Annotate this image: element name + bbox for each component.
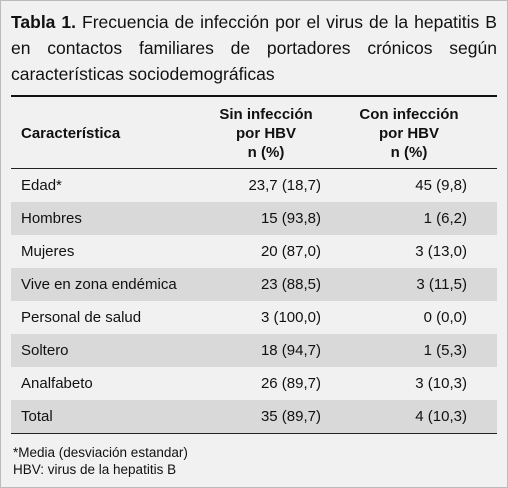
footnotes: *Media (desviación estandar) HBV: virus d…: [11, 444, 497, 478]
table-title: Tabla 1. Frecuencia de infección por el …: [11, 9, 497, 95]
header-line: por HBV: [379, 125, 439, 142]
table-cell: 0 (0,0): [423, 309, 467, 326]
header-line: Característica: [21, 125, 121, 142]
column-header: Con infección por HBV n (%): [321, 96, 497, 169]
table-cell: Total: [21, 408, 53, 425]
table-cell: Personal de salud: [21, 309, 142, 326]
table-row: Soltero 18 (94,7) 1 (5,3): [11, 334, 497, 367]
table-row: Vive en zona endémica 23 (88,5) 3 (11,5): [11, 268, 497, 301]
table-cell: 18 (94,7): [260, 342, 321, 359]
table-cell: 35 (89,7): [260, 408, 321, 425]
table-cell: 23,7 (18,7): [248, 177, 321, 194]
table-cell: 15 (93,8): [260, 210, 321, 227]
table-row: Hombres 15 (93,8) 1 (6,2): [11, 202, 497, 235]
header-row: Característica Sin infección por HBV n (%) C…: [11, 96, 497, 169]
column-header: Sin infección por HBV n (%): [211, 96, 321, 169]
table-row: Edad* 23,7 (18,7) 45 (9,8): [11, 169, 497, 203]
header-line: n (%): [247, 144, 285, 161]
table-cell: 1 (5,3): [423, 342, 467, 359]
table-body: Edad* 23,7 (18,7) 45 (9,8) Hombres 15 (93,8)…: [11, 169, 497, 434]
table-cell: 3 (13,0): [415, 243, 467, 260]
table-cell: 20 (87,0): [260, 243, 321, 260]
table-row: Analfabeto 26 (89,7) 3 (10,3): [11, 367, 497, 400]
table-cell: Analfabeto: [21, 375, 93, 392]
table-cell: 23 (88,5): [260, 276, 321, 293]
table-cell: Vive en zona endémica: [21, 276, 177, 293]
footnote: *Media (desviación estandar): [13, 445, 188, 460]
footnote: HBV: virus de la hepatitis B: [13, 462, 177, 477]
table-cell: 4 (10,3): [415, 408, 467, 425]
title-text: Frecuencia de infección por el virus de …: [11, 12, 497, 84]
header-line: Sin infección: [219, 106, 313, 123]
table-row: Personal de salud 3 (100,0) 0 (0,0): [11, 301, 497, 334]
table-row: Mujeres 20 (87,0) 3 (13,0): [11, 235, 497, 268]
header-line: Con infección: [359, 106, 459, 123]
table-row: Total 35 (89,7) 4 (10,3): [11, 400, 497, 434]
table-cell: Mujeres: [21, 243, 75, 260]
table: Característica Sin infección por HBV n (%) C…: [11, 95, 497, 434]
table-cell: Soltero: [21, 342, 69, 359]
title-label: Tabla 1.: [11, 12, 77, 32]
table-cell: 3 (100,0): [260, 309, 321, 326]
header-line: por HBV: [236, 125, 296, 142]
table-cell: 26 (89,7): [260, 375, 321, 392]
table-cell: 45 (9,8): [415, 177, 467, 194]
table-cell: 3 (11,5): [416, 276, 467, 293]
table-cell: 3 (10,3): [415, 375, 467, 392]
header-line: n (%): [390, 144, 428, 161]
table-cell: Hombres: [21, 210, 82, 227]
table-cell: Edad*: [21, 177, 62, 194]
table-cell: 1 (6,2): [423, 210, 467, 227]
column-header: Característica: [11, 96, 211, 169]
table-header: Característica Sin infección por HBV n (%) C…: [11, 96, 497, 169]
